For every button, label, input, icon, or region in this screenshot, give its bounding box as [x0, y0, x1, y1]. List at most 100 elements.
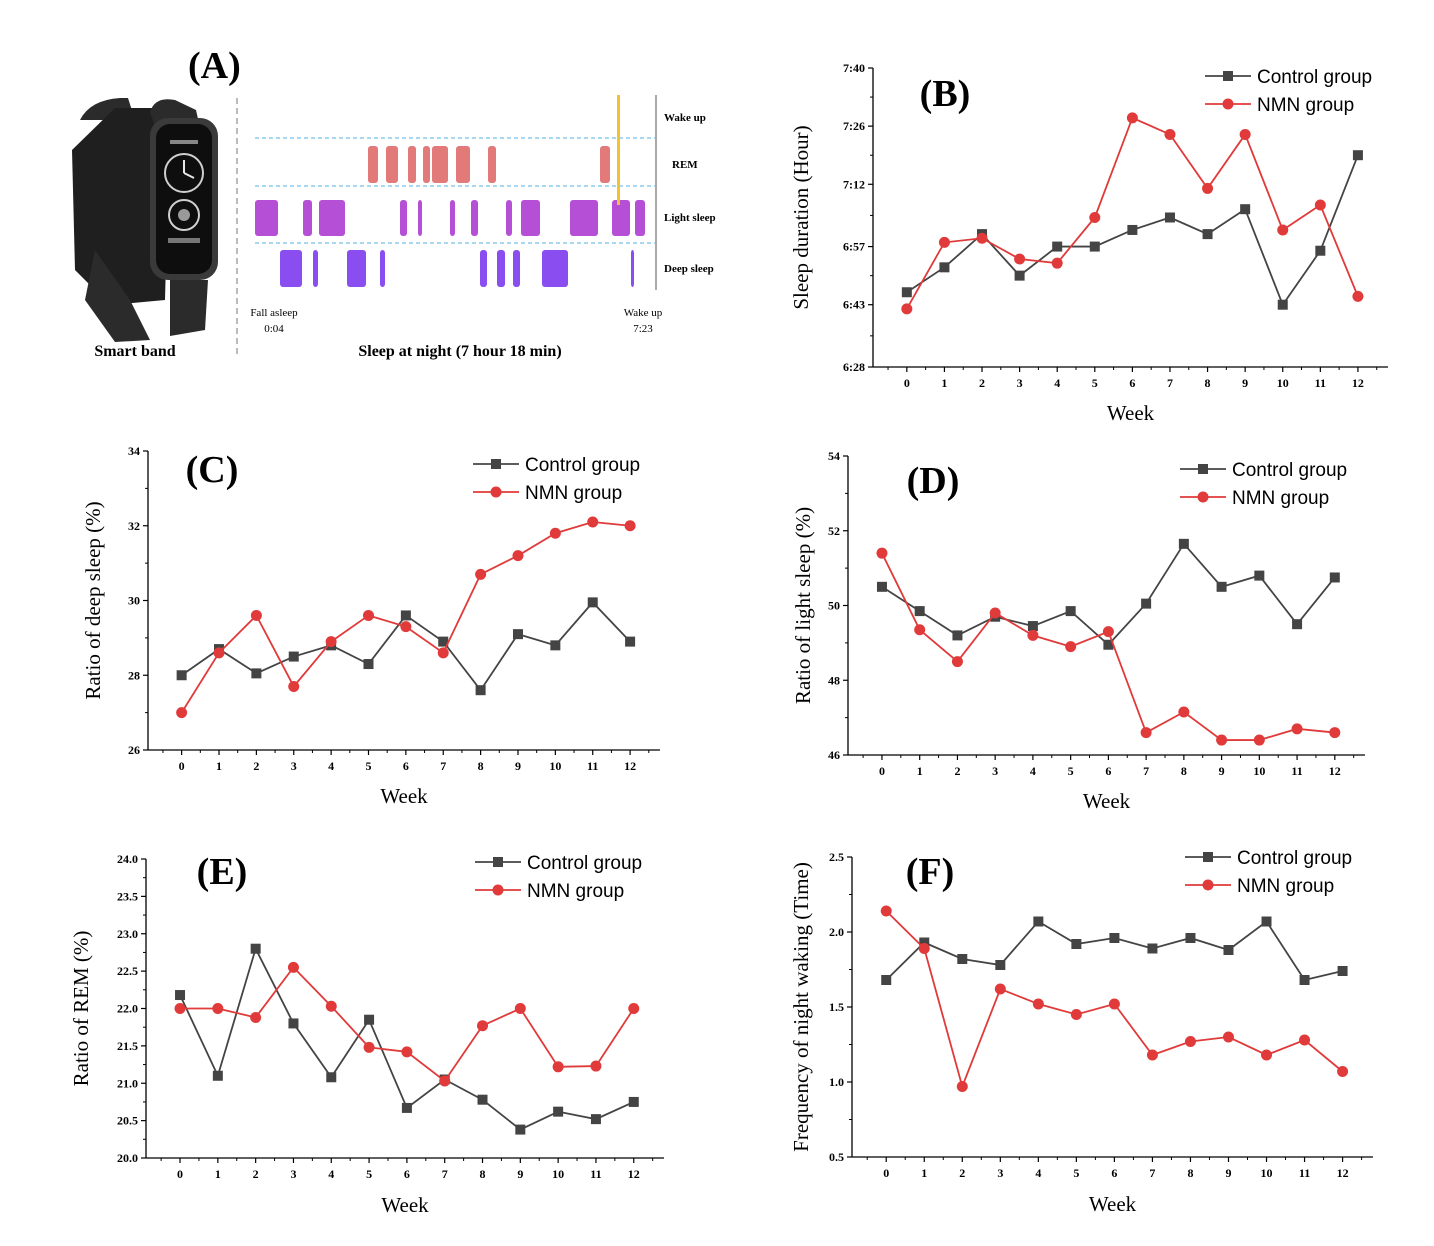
data-point-nmn: [212, 1003, 224, 1014]
data-point-nmn: [1314, 199, 1326, 211]
x-axis-title: Week: [1083, 789, 1131, 813]
data-point-nmn: [956, 1081, 968, 1092]
data-point-control: [1315, 245, 1326, 256]
y-tick-label: 1.5: [829, 1000, 844, 1014]
y-axis-title: Sleep duration (Hour): [789, 125, 813, 309]
data-point-nmn: [1337, 1066, 1349, 1077]
data-point-control: [628, 1096, 639, 1107]
x-tick-label: 5: [1068, 764, 1074, 778]
panel-a-sleep-overview: (A) Smart band Wa: [72, 45, 716, 360]
y-tick-label: 24.0: [117, 852, 138, 866]
data-point-nmn: [901, 303, 913, 315]
x-tick-label: 12: [628, 1167, 640, 1181]
legend-label: Control group: [525, 455, 640, 476]
hypno-segment: [386, 146, 398, 183]
data-point-control: [1033, 916, 1044, 927]
y-tick-label: 22.5: [117, 964, 138, 978]
legend-marker-nmn: [492, 884, 504, 896]
y-tick-label: 7:40: [843, 61, 865, 75]
data-point-control: [288, 1018, 299, 1029]
data-point-nmn: [1329, 727, 1341, 739]
x-tick-label: 5: [1073, 1166, 1079, 1180]
x-tick-label: 8: [478, 759, 484, 773]
data-point-nmn: [174, 1003, 186, 1014]
chart-f: 0.51.01.52.02.50 1 2 3 4 5 6 7 8 9 10 11 12WeekFrequ…: [789, 848, 1373, 1216]
x-tick-label: 12: [624, 759, 636, 773]
data-point-control: [400, 610, 411, 621]
legend-marker-control: [1198, 464, 1208, 474]
data-point-nmn: [1065, 641, 1077, 653]
data-point-control: [1027, 621, 1038, 632]
data-point-control: [212, 1070, 223, 1081]
hypno-segment: [456, 146, 470, 183]
hypno-segment: [635, 200, 645, 236]
data-point-nmn: [362, 609, 374, 621]
panel-label: (F): [906, 851, 955, 893]
data-point-control: [590, 1114, 601, 1125]
hypno-wake-spike: [617, 95, 620, 205]
data-point-control: [952, 630, 963, 641]
data-point-nmn: [1146, 1049, 1158, 1061]
data-point-nmn: [400, 621, 412, 633]
legend-label: NMN group: [525, 483, 622, 504]
y-tick-label: 26: [128, 743, 140, 757]
x-tick-label: 3: [291, 759, 297, 773]
panel-label: (C): [186, 449, 239, 491]
data-point-nmn: [1291, 723, 1303, 735]
data-point-control: [1202, 229, 1213, 240]
data-point-nmn: [1352, 290, 1364, 302]
legend-label: Control group: [1257, 67, 1372, 88]
data-point-control: [438, 636, 449, 647]
x-tick-label: 1: [917, 764, 923, 778]
hypno-segment: [432, 146, 448, 183]
x-tick-label: 11: [1315, 376, 1326, 390]
smart-band-caption: Smart band: [94, 343, 175, 360]
y-tick-label: 21.5: [117, 1039, 138, 1053]
data-point-nmn: [439, 1075, 451, 1087]
x-tick-label: 10: [552, 1167, 564, 1181]
x-tick-label: 11: [590, 1167, 601, 1181]
x-tick-label: 12: [1337, 1166, 1349, 1180]
data-point-control: [1261, 916, 1272, 927]
data-point-nmn: [1102, 626, 1114, 638]
y-tick-label: 6:43: [843, 298, 865, 312]
x-tick-label: 8: [1181, 764, 1187, 778]
x-tick-label: 12: [1329, 764, 1341, 778]
data-point-control: [919, 937, 930, 948]
hypno-segment: [408, 146, 416, 183]
x-tick-label: 9: [1225, 1166, 1231, 1180]
hypno-segment: [450, 200, 455, 236]
y-tick-label: 7:12: [843, 177, 865, 191]
data-point-control: [1052, 241, 1063, 252]
hypno-segment: [280, 250, 302, 287]
hypno-segment: [400, 200, 407, 236]
hypnogram: [255, 95, 645, 287]
x-tick-label: 12: [1352, 376, 1364, 390]
y-tick-label: 32: [128, 519, 140, 533]
data-point-control: [364, 1014, 375, 1025]
y-tick-label: 21.0: [117, 1076, 138, 1090]
x-axis-title: Week: [380, 784, 428, 808]
x-tick-label: 9: [517, 1167, 523, 1181]
data-point-nmn: [250, 1011, 262, 1023]
data-point-nmn: [288, 680, 300, 692]
y-axis-title: Ratio of deep sleep (%): [81, 501, 105, 699]
data-point-control: [1277, 299, 1288, 310]
legend-marker-control: [493, 857, 503, 867]
data-point-control: [175, 990, 186, 1001]
panel-label: (D): [907, 460, 960, 502]
data-point-nmn: [176, 707, 188, 719]
data-point-control: [1299, 975, 1310, 985]
x-tick-label: 2: [979, 376, 985, 390]
y-tick-label: 20.5: [117, 1114, 138, 1128]
data-point-control: [475, 685, 486, 696]
data-point-control: [1329, 572, 1340, 583]
data-point-control: [1103, 639, 1114, 650]
data-point-nmn: [325, 636, 337, 648]
data-point-nmn: [1051, 257, 1063, 269]
x-tick-label: 0: [177, 1167, 183, 1181]
data-point-nmn: [587, 516, 599, 528]
data-point-control: [881, 975, 892, 985]
x-tick-label: 8: [1187, 1166, 1193, 1180]
